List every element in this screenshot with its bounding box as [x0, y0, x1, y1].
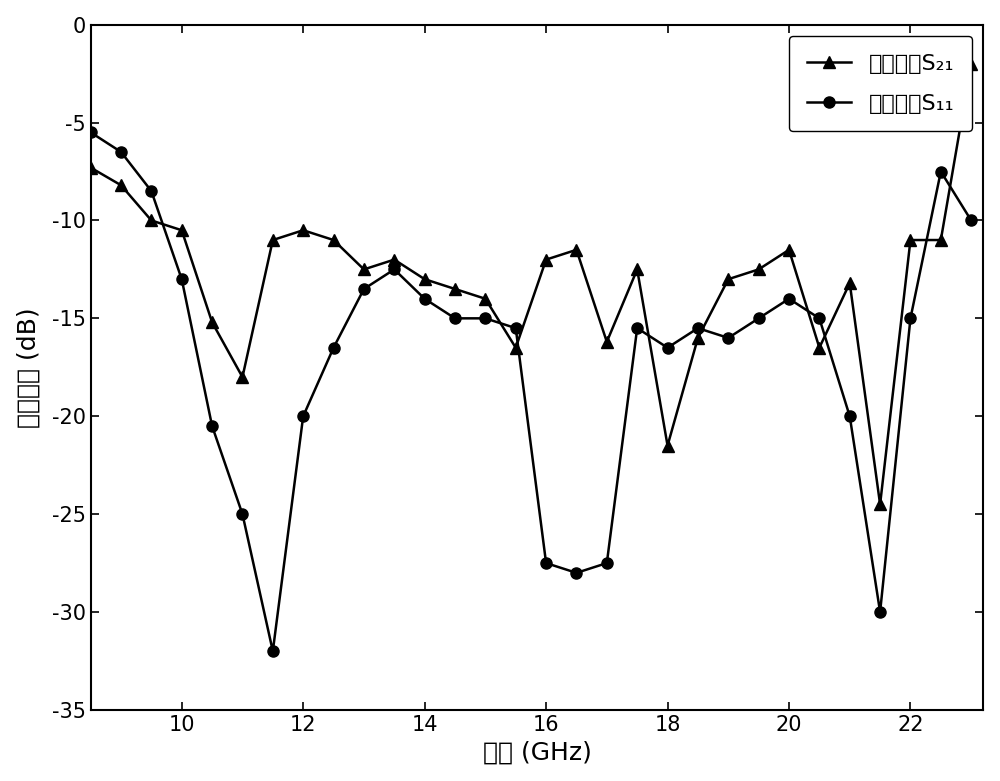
Legend: 反射系数S₂₁, 反射系数S₁₁: 反射系数S₂₁, 反射系数S₁₁	[789, 36, 972, 131]
X-axis label: 频率 (GHz): 频率 (GHz)	[483, 740, 591, 765]
Y-axis label: 反射系数 (dB): 反射系数 (dB)	[17, 307, 41, 428]
